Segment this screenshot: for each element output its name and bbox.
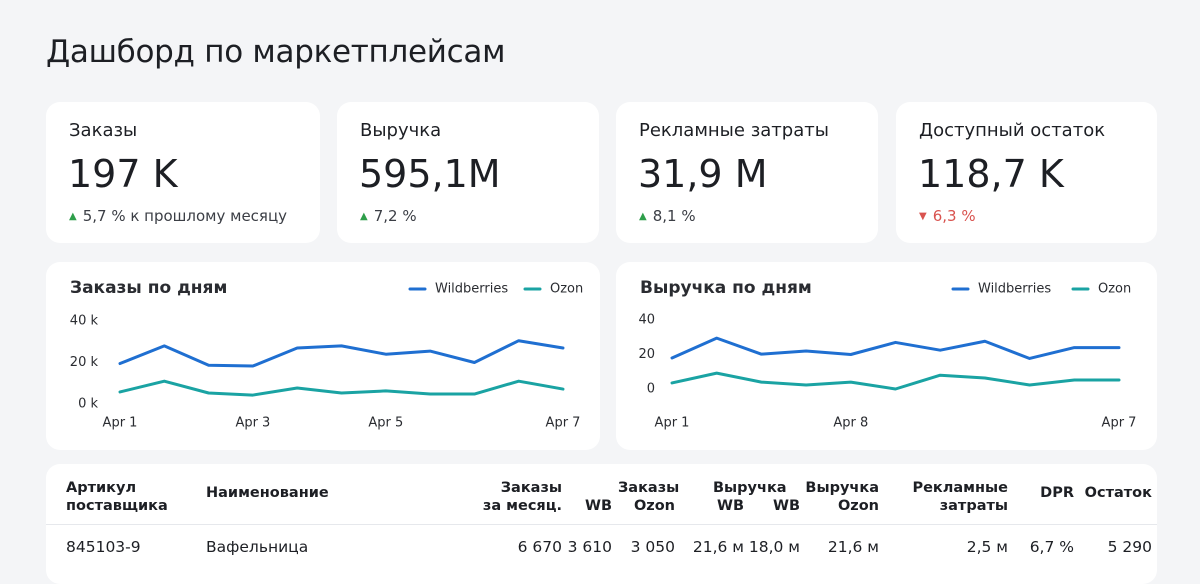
table-card: Артикул поставщика Наименование Заказы з… bbox=[46, 464, 1157, 584]
column-header: Заказы за месяц. bbox=[482, 480, 562, 514]
kpi-value: 197 K bbox=[68, 152, 178, 196]
column-header: Наименование bbox=[206, 485, 329, 501]
series-line bbox=[670, 336, 1121, 360]
column-header: Остаток bbox=[1084, 485, 1152, 501]
cell: 5 290 bbox=[1107, 538, 1152, 556]
page-title: Дашборд по маркетплейсам bbox=[46, 34, 506, 70]
kpi-card: Выручка 595,1M 7,2 % bbox=[337, 102, 599, 243]
x-tick-label: Apr 8 bbox=[833, 416, 868, 431]
x-tick-label: Apr 7 bbox=[546, 416, 581, 431]
chart-card: Выручка по дням Wildberries Ozon 0 20 40 Apr 1… bbox=[616, 262, 1157, 450]
kpi-change: 8,1 % bbox=[639, 207, 696, 225]
divider bbox=[46, 524, 1157, 525]
kpi-value: 595,1M bbox=[359, 152, 501, 196]
cell: 18,0 м bbox=[748, 538, 800, 556]
y-tick-label: 0 bbox=[647, 382, 655, 397]
kpi-title: Доступный остаток bbox=[919, 120, 1106, 141]
column-header: Ozon bbox=[633, 498, 675, 514]
page: Дашборд по маркетплейсам Заказы 197 K 5,… bbox=[0, 0, 1200, 569]
chart-title: Заказы по дням bbox=[70, 278, 227, 298]
legend-label: Wildberries bbox=[435, 282, 508, 297]
cell: 21,6 м bbox=[692, 538, 744, 556]
x-tick-label: Apr 7 bbox=[1102, 416, 1137, 431]
cell: 6 670 bbox=[517, 538, 562, 556]
chart-card: Заказы по дням Wildberries Ozon 0 k 20 k 40 k… bbox=[46, 262, 600, 450]
cell: Вафельница bbox=[206, 538, 309, 556]
cell: 3 610 bbox=[567, 538, 612, 556]
column-header: WB bbox=[584, 498, 612, 514]
x-tick-label: Apr 1 bbox=[655, 416, 690, 431]
cell: 2,5 м bbox=[966, 538, 1008, 556]
kpi-card: Рекламные затраты 31,9 M 8,1 % bbox=[616, 102, 878, 243]
series-line bbox=[118, 379, 565, 397]
y-tick-label: 0 k bbox=[78, 397, 98, 412]
kpi-value: 31,9 M bbox=[638, 152, 768, 196]
legend-label: Wildberries bbox=[978, 282, 1051, 297]
column-header: WB bbox=[716, 498, 744, 514]
kpi-card: Доступный остаток 118,7 K 6,3 % bbox=[896, 102, 1157, 243]
legend-label: Ozon bbox=[550, 282, 583, 297]
series-line bbox=[118, 339, 565, 368]
chart-title: Выручка по дням bbox=[640, 278, 812, 298]
cell: 3 050 bbox=[630, 538, 675, 556]
kpi-title: Выручка bbox=[360, 120, 442, 141]
kpi-title: Заказы bbox=[69, 120, 138, 141]
y-tick-label: 40 k bbox=[70, 314, 99, 329]
x-tick-label: Apr 1 bbox=[103, 416, 138, 431]
kpi-value: 118,7 K bbox=[918, 152, 1064, 196]
kpi-card: Заказы 197 K 5,7 % к прошлому месяцу bbox=[46, 102, 320, 243]
column-header: Рекламные затраты bbox=[912, 480, 1008, 514]
y-tick-label: 20 bbox=[638, 347, 655, 362]
cell: 21,6 м bbox=[827, 538, 879, 556]
cell: 845103-9 bbox=[66, 538, 141, 556]
cell: 6,7 % bbox=[1029, 538, 1074, 556]
y-tick-label: 40 bbox=[638, 313, 655, 328]
x-tick-label: Apr 5 bbox=[368, 416, 403, 431]
x-tick-label: Apr 3 bbox=[235, 416, 270, 431]
column-header: WB bbox=[772, 498, 800, 514]
column-group-header: Выручка bbox=[713, 480, 787, 496]
column-header: Выручка Ozon bbox=[805, 480, 879, 514]
chart: Заказы по дням Wildberries Ozon 0 k 20 k 40 k… bbox=[70, 278, 583, 431]
column-group-header: Заказы bbox=[618, 480, 680, 496]
chart: Выручка по дням Wildberries Ozon 0 20 40 Apr 1… bbox=[638, 278, 1137, 431]
kpi-change: 7,2 % bbox=[360, 207, 417, 225]
column-header: Артикул поставщика bbox=[66, 480, 168, 514]
series-line bbox=[670, 371, 1121, 391]
kpi-change: 6,3 % bbox=[919, 207, 976, 225]
column-header: DPR bbox=[1040, 485, 1074, 501]
y-tick-label: 20 k bbox=[70, 355, 99, 370]
kpi-change: 5,7 % к прошлому месяцу bbox=[69, 207, 287, 225]
legend-label: Ozon bbox=[1098, 282, 1131, 297]
kpi-title: Рекламные затраты bbox=[639, 120, 829, 141]
